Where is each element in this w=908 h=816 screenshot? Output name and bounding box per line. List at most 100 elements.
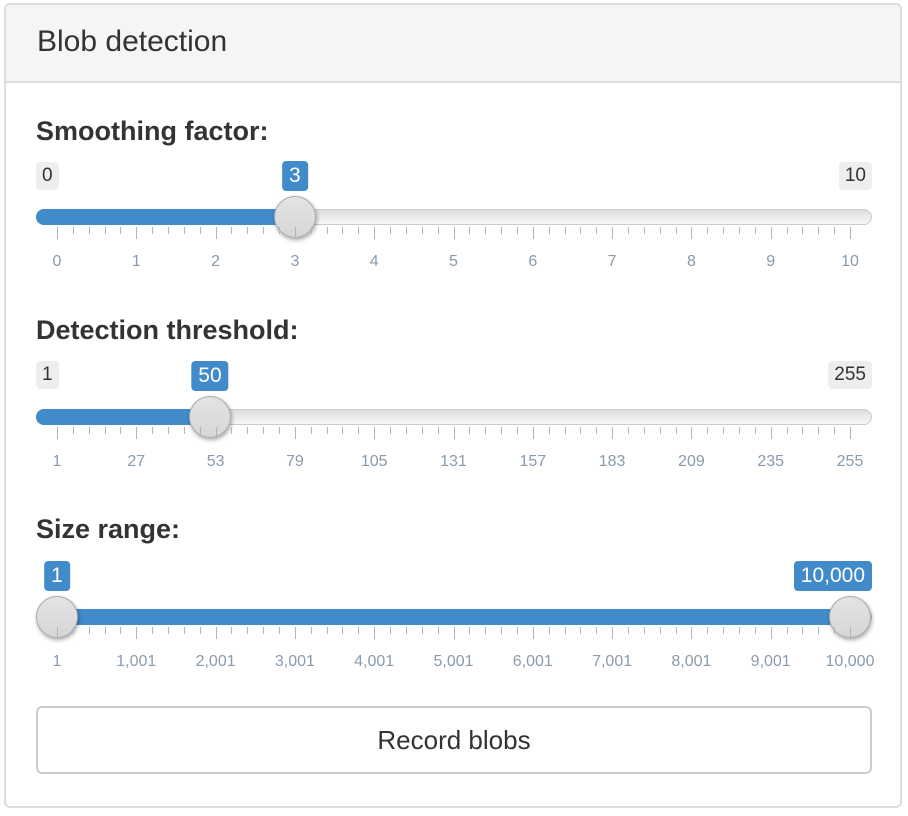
minor-tick (247, 227, 249, 234)
minor-tick (548, 427, 550, 434)
minor-tick (643, 627, 645, 634)
minor-tick (405, 427, 407, 434)
minor-tick (675, 627, 677, 634)
minor-tick (326, 627, 328, 634)
minor-tick (659, 427, 661, 434)
major-tick (136, 427, 138, 439)
major-tick (850, 627, 851, 639)
minor-tick (469, 627, 471, 634)
minor-tick (104, 427, 106, 434)
minor-tick (834, 427, 836, 434)
minor-tick (72, 627, 74, 634)
tick-label: 1,001 (116, 653, 157, 670)
minor-tick (802, 227, 804, 234)
panel-title: Blob detection (37, 25, 228, 58)
minor-tick (342, 627, 344, 634)
tick-label: 1 (52, 453, 62, 470)
minor-tick (421, 427, 423, 434)
minor-tick (818, 227, 820, 234)
tick-label: 131 (440, 453, 467, 470)
major-tick (374, 427, 376, 439)
minor-tick (152, 627, 154, 634)
minor-tick (580, 427, 582, 434)
detection-threshold-label: Detection threshold: (36, 315, 299, 345)
minor-tick (675, 427, 677, 434)
size-range-low-bubble: 1 (44, 561, 70, 591)
minor-tick (437, 627, 439, 634)
tick-label: 53 (206, 453, 225, 470)
tick-label: 3,001 (274, 653, 315, 670)
panel-header: Blob detection (6, 5, 900, 83)
minor-tick (627, 627, 629, 634)
minor-tick (754, 427, 756, 434)
minor-tick (834, 227, 836, 234)
major-tick (136, 227, 138, 239)
major-tick (294, 227, 296, 239)
tick-label: 105 (360, 453, 388, 470)
tick-label: 9,001 (750, 653, 791, 670)
tick-label: 10,000 (825, 653, 875, 670)
minor-tick (310, 227, 312, 234)
tick-label: 235 (757, 453, 785, 470)
minor-tick (405, 227, 407, 234)
major-tick (532, 627, 534, 639)
minor-tick (501, 627, 503, 634)
minor-tick (659, 627, 661, 634)
smoothing-value-bubble: 3 (282, 161, 308, 191)
tick-label: 8,001 (671, 653, 712, 670)
minor-tick (342, 427, 344, 434)
major-tick (532, 427, 534, 439)
detection-threshold-slider-fill (36, 409, 210, 425)
minor-tick (120, 427, 122, 434)
minor-tick (596, 227, 598, 234)
smoothing-max-label: 10 (838, 162, 872, 190)
major-tick (374, 227, 376, 239)
minor-tick (263, 227, 265, 234)
minor-tick (707, 427, 709, 434)
minor-tick (437, 227, 439, 234)
minor-tick (469, 227, 471, 234)
minor-tick (279, 227, 281, 234)
major-tick (57, 227, 58, 239)
minor-tick (183, 627, 185, 634)
tick-label: 9 (766, 253, 776, 270)
tick-label: 4 (369, 253, 379, 270)
minor-tick (548, 227, 550, 234)
minor-tick (516, 427, 518, 434)
size-range-label: Size range: (36, 514, 181, 544)
minor-tick (342, 227, 344, 234)
minor-tick (199, 627, 201, 634)
major-tick (453, 427, 455, 439)
major-tick (136, 627, 138, 639)
minor-tick (485, 427, 487, 434)
major-tick (215, 427, 217, 439)
minor-tick (231, 627, 233, 634)
minor-tick (659, 227, 661, 234)
minor-tick (818, 627, 820, 634)
minor-tick (723, 227, 725, 234)
minor-tick (802, 427, 804, 434)
size-range-high-bubble: 10,000 (793, 561, 872, 591)
minor-tick (168, 227, 170, 234)
major-tick (215, 227, 217, 239)
major-tick (612, 427, 614, 439)
minor-tick (263, 627, 265, 634)
minor-tick (643, 427, 645, 434)
blob-detection-panel: Blob detection (4, 3, 902, 808)
major-tick (374, 627, 376, 639)
minor-tick (199, 427, 201, 434)
minor-tick (326, 427, 328, 434)
tick-label: 6,001 (512, 653, 553, 670)
record-blobs-button[interactable]: Record blobs (36, 706, 872, 774)
minor-tick (183, 227, 185, 234)
major-tick (294, 427, 296, 439)
minor-tick (564, 627, 566, 634)
major-tick (57, 427, 58, 439)
minor-tick (421, 627, 423, 634)
size-range-slider-fill (57, 609, 850, 625)
tick-label: 157 (519, 453, 547, 470)
minor-tick (152, 427, 154, 434)
major-tick (453, 627, 455, 639)
detection-threshold-slider-handle[interactable] (188, 396, 231, 438)
minor-tick (421, 227, 423, 234)
